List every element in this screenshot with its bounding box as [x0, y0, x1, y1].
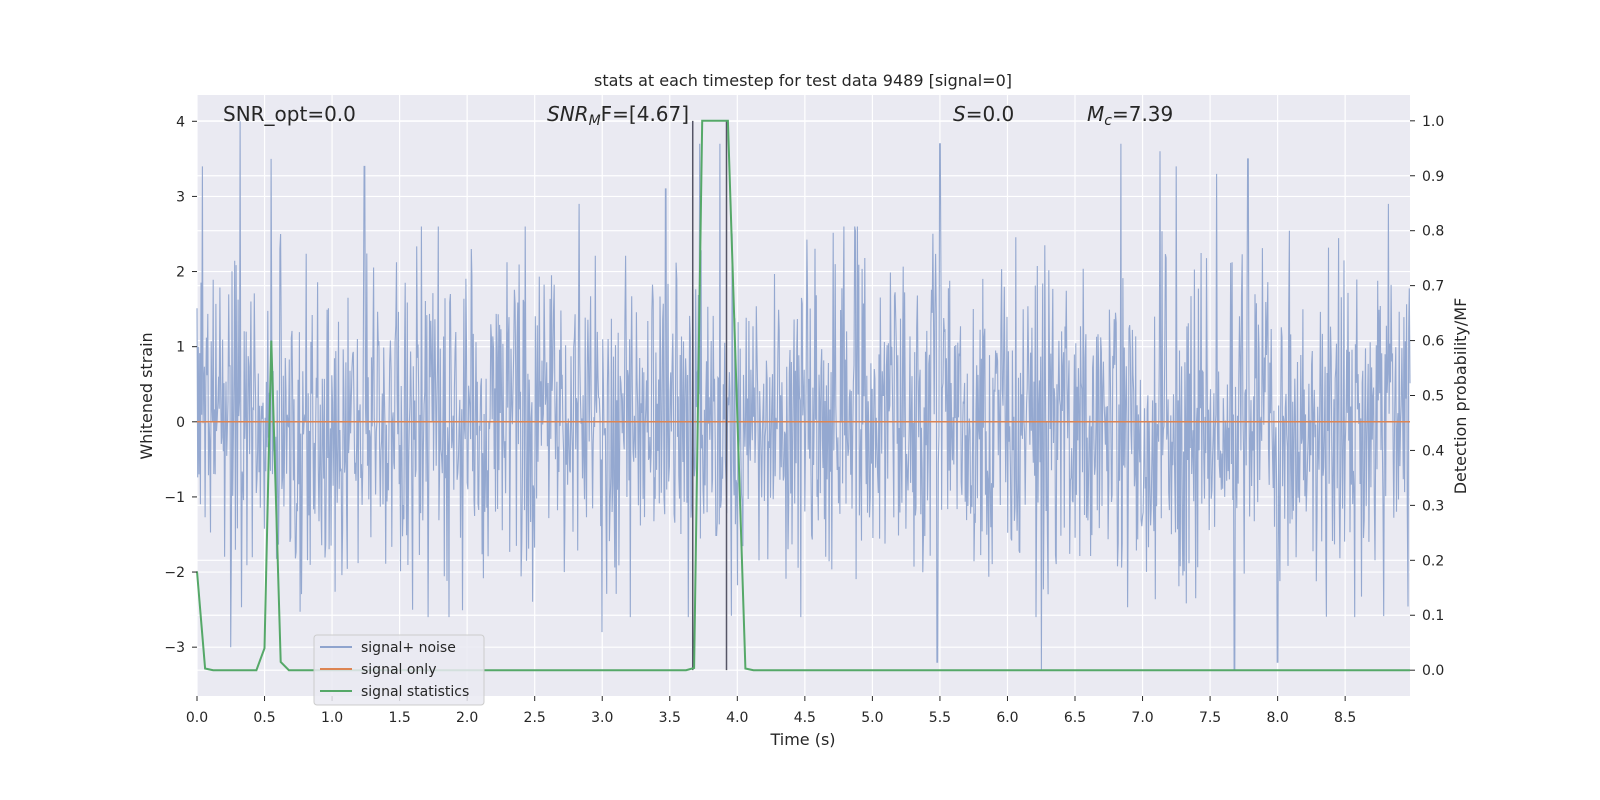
y2-axis-label: Detection probability/MF [1451, 298, 1470, 495]
signal-statistics-line [196, 119, 1410, 672]
y-tick-label: −1 [164, 490, 185, 506]
y2-tick-label: 0.0 [1422, 663, 1444, 679]
x-tick-label: 2.5 [524, 710, 546, 726]
x-tick-label: 1.5 [388, 710, 410, 726]
y-tick-label: −2 [164, 565, 185, 581]
y-tick-label: 2 [176, 265, 185, 281]
x-axis-ticks: 0.0 0.5 1.0 1.5 2.0 2.5 3.0 3.5 4.0 4.5 5.0 5.5 6.0 6… [186, 696, 1356, 726]
s-annotation: S=0.0 [953, 102, 1014, 126]
y2-tick-label: 0.7 [1422, 279, 1444, 295]
y2-axis-ticks: 0.0 0.1 0.2 0.3 0.4 0.5 0.6 0.7 0.8 0.9 1.0 [1410, 114, 1444, 679]
x-tick-label: 5.5 [929, 710, 951, 726]
y2-tick-label: 0.6 [1422, 334, 1444, 350]
y-tick-label: 3 [176, 189, 185, 205]
x-tick-label: 8.0 [1266, 710, 1288, 726]
mc-annotation: Mc=7.39 [1087, 102, 1173, 129]
legend-label-signal-statistics: signal statistics [361, 684, 469, 700]
legend-label-signal-only: signal only [361, 662, 436, 678]
x-tick-label: 4.0 [726, 710, 748, 726]
x-tick-label: 6.5 [1064, 710, 1086, 726]
y-tick-label: 1 [176, 340, 185, 356]
mc-sub: c [1104, 113, 1112, 129]
x-tick-label: 8.5 [1334, 710, 1356, 726]
x-tick-label: 2.0 [456, 710, 478, 726]
x-tick-label: 3.0 [591, 710, 613, 726]
vertical-markers [691, 120, 728, 671]
y-axis-label: Whitened strain [137, 332, 156, 459]
y-tick-label: −3 [164, 640, 185, 656]
snr-mf-main: SNR [547, 102, 589, 126]
x-tick-label: 6.0 [996, 710, 1018, 726]
y2-tick-label: 0.4 [1422, 443, 1444, 459]
legend: signal+ noise signal only signal statist… [313, 634, 485, 706]
mc-value: =7.39 [1112, 102, 1173, 126]
y2-tick-label: 0.1 [1422, 608, 1444, 624]
x-tick-label: 7.0 [1131, 710, 1153, 726]
snr-mf-sub: M [589, 113, 601, 129]
snr-opt-annotation: SNR_opt=0.0 [223, 102, 356, 126]
chart-title: stats at each timestep for test data 948… [594, 71, 1012, 90]
y-tick-label: 0 [176, 415, 185, 431]
signal-statistics-series [196, 119, 1410, 672]
y2-tick-label: 0.5 [1422, 389, 1444, 405]
x-tick-label: 5.0 [861, 710, 883, 726]
x-tick-label: 0.5 [253, 710, 275, 726]
s-italic: S [953, 102, 966, 126]
y2-tick-label: 0.3 [1422, 498, 1444, 514]
signal-noise-line [196, 121, 1411, 671]
legend-label-signal-noise: signal+ noise [361, 640, 456, 656]
snr-mf-tail: F=[4.67] [601, 102, 689, 126]
y2-tick-label: 0.2 [1422, 553, 1444, 569]
x-axis-label: Time (s) [769, 730, 835, 749]
y2-tick-label: 1.0 [1422, 114, 1444, 130]
snr-mf-annotation: SNRMF=[4.67] [547, 102, 689, 129]
y2-tick-label: 0.8 [1422, 224, 1444, 240]
x-tick-label: 0.0 [186, 710, 208, 726]
y2-tick-label: 0.9 [1422, 169, 1444, 185]
y-axis-ticks: −3 −2 −1 0 1 2 3 4 [164, 114, 197, 656]
signal-noise-series [196, 121, 1411, 671]
s-value: =0.0 [966, 102, 1015, 126]
x-tick-label: 4.5 [794, 710, 816, 726]
y-tick-label: 4 [176, 114, 185, 130]
x-tick-label: 1.0 [321, 710, 343, 726]
x-tick-label: 3.5 [659, 710, 681, 726]
legend-box [313, 634, 485, 706]
x-tick-label: 7.5 [1199, 710, 1221, 726]
mc-main: M [1087, 102, 1104, 126]
